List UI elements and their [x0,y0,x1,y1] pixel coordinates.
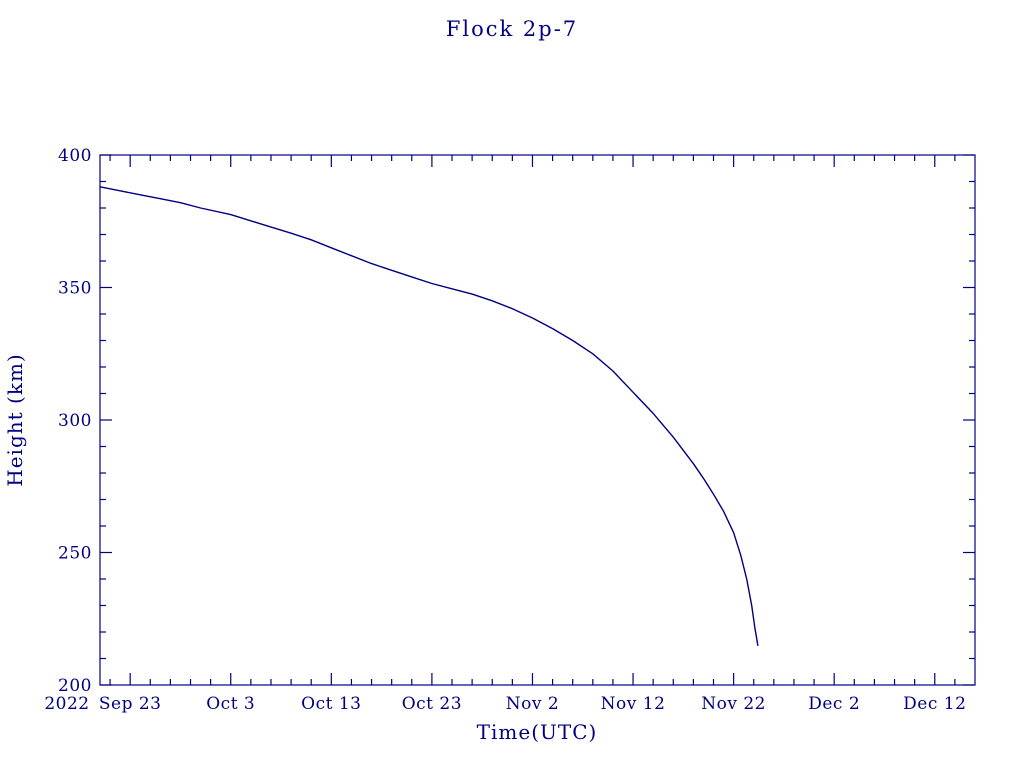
decay-curve [99,186,759,646]
x-tick-label: Oct 13 [301,694,361,714]
x-tick-label: Nov 22 [701,694,766,714]
y-tick-label: 350 [58,279,92,299]
x-tick-label: Sep 23 [99,694,162,714]
chart-title: Flock 2p-7 [446,17,578,41]
y-tick-label: 250 [58,544,92,564]
x-axis-label: Time(UTC) [477,720,598,744]
x-tick-label: Dec 12 [903,694,966,714]
x-tick-label: Nov 12 [601,694,666,714]
x-tick-label: Oct 3 [206,694,255,714]
x-tick-label: Nov 2 [506,694,559,714]
x-tick-label: Oct 23 [402,694,462,714]
year-label: 2022 [44,694,89,714]
plot-frame [99,154,976,686]
x-tick-label: Dec 2 [808,694,860,714]
plot-area: Sep 23 Oct 3 Oct 13 Oct 23 Nov 2 Nov 12 Nov 22… [58,146,976,714]
y-tick-label: 300 [58,411,92,431]
y-tick-label: 200 [58,676,92,696]
y-axis-label: Height (km) [3,353,27,486]
y-tick-label: 400 [58,146,92,166]
